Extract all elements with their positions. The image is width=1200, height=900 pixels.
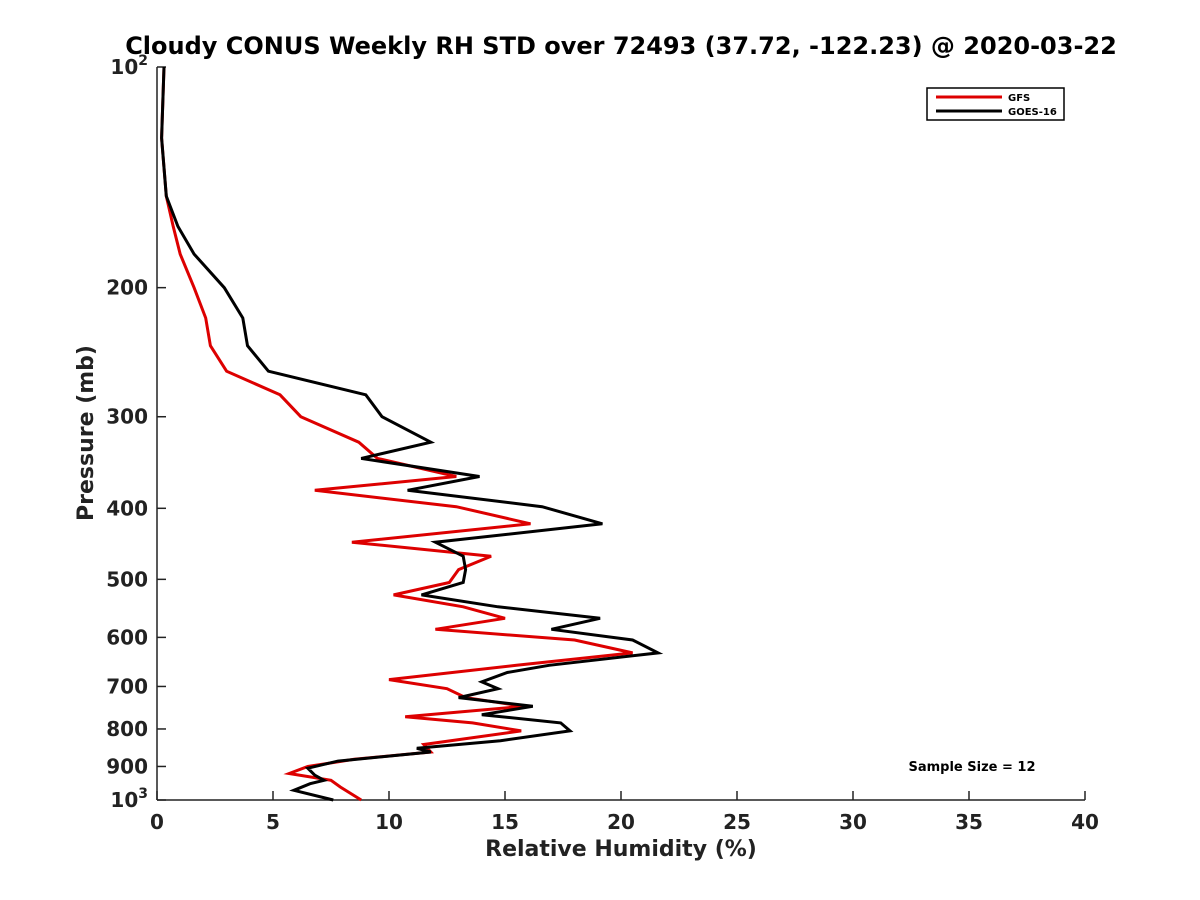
series-line-goes-16 bbox=[160, 66, 664, 802]
legend-label: GFS bbox=[1008, 93, 1030, 104]
axes: 0 5 10 15 20 25 30 35 40 102 200 300 400 500 600 700 800… bbox=[106, 53, 1099, 834]
series-layer bbox=[160, 66, 664, 802]
chart-title: Cloudy CONUS Weekly RH STD over 72493 (3… bbox=[125, 32, 1117, 60]
y-tick-label: 200 bbox=[106, 276, 148, 300]
y-tick-label: 300 bbox=[106, 405, 148, 429]
y-tick-label: 900 bbox=[106, 754, 148, 778]
y-tick-label: 102 bbox=[110, 53, 148, 79]
x-tick-label: 40 bbox=[1071, 810, 1099, 834]
y-tick-label: 400 bbox=[106, 496, 148, 520]
legend-box bbox=[926, 87, 1065, 121]
y-tick-label: 700 bbox=[106, 674, 148, 698]
x-tick-label: 25 bbox=[723, 810, 751, 834]
x-tick-label: 0 bbox=[150, 810, 164, 834]
series-line-gfs bbox=[160, 66, 633, 802]
y-tick-label: 800 bbox=[106, 717, 148, 741]
legend-label: GOES-16 bbox=[1008, 107, 1057, 118]
x-tick-label: 5 bbox=[266, 810, 280, 834]
x-tick-label: 10 bbox=[375, 810, 403, 834]
legend: GFS GOES-16 bbox=[926, 87, 1065, 121]
x-axis-label: Relative Humidity (%) bbox=[485, 837, 757, 862]
y-tick-label: 103 bbox=[110, 786, 148, 812]
x-tick-label: 30 bbox=[839, 810, 867, 834]
y-axis-label: Pressure (mb) bbox=[74, 345, 99, 521]
x-tick-label: 20 bbox=[607, 810, 635, 834]
y-tick-label: 600 bbox=[106, 625, 148, 649]
x-tick-label: 35 bbox=[955, 810, 983, 834]
y-tick-label: 500 bbox=[106, 567, 148, 591]
sample-size-annotation: Sample Size = 12 bbox=[908, 760, 1035, 775]
x-tick-label: 15 bbox=[491, 810, 519, 834]
